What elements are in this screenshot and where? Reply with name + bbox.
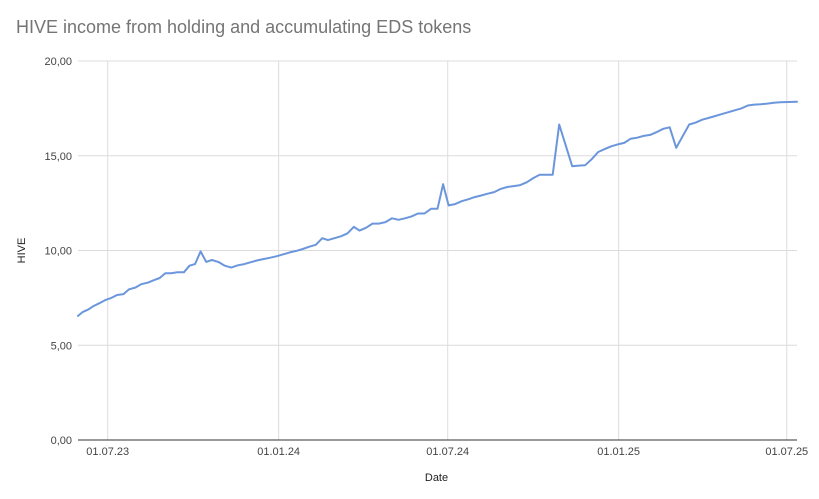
x-tick-label: 01.07.25	[765, 446, 808, 458]
x-axis-title: Date	[425, 472, 448, 484]
y-tick-label: 10,00	[44, 246, 72, 258]
y-tick-label: 5,00	[51, 340, 72, 352]
gridlines	[78, 60, 797, 440]
series-line	[77, 100, 798, 317]
x-tick-label: 01.07.24	[426, 446, 469, 458]
series-layer	[77, 100, 798, 317]
chart-title: HIVE income from holding and accumulatin…	[16, 17, 472, 37]
y-axis-tick-labels: 0,00 5,00 10,00 15,00 20,00	[44, 56, 72, 447]
x-tick-label: 01.07.23	[86, 446, 129, 458]
y-tick-label: 20,00	[44, 56, 72, 68]
y-axis-title: HIVE	[16, 238, 28, 264]
x-tick-label: 01.01.24	[257, 446, 300, 458]
x-tick-label: 01.01.25	[597, 446, 640, 458]
x-axis-tick-labels: 01.07.23 01.01.24 01.07.24 01.01.25 01.07.25	[86, 446, 808, 458]
y-tick-label: 15,00	[44, 151, 72, 163]
y-tick-label: 0,00	[51, 435, 72, 447]
